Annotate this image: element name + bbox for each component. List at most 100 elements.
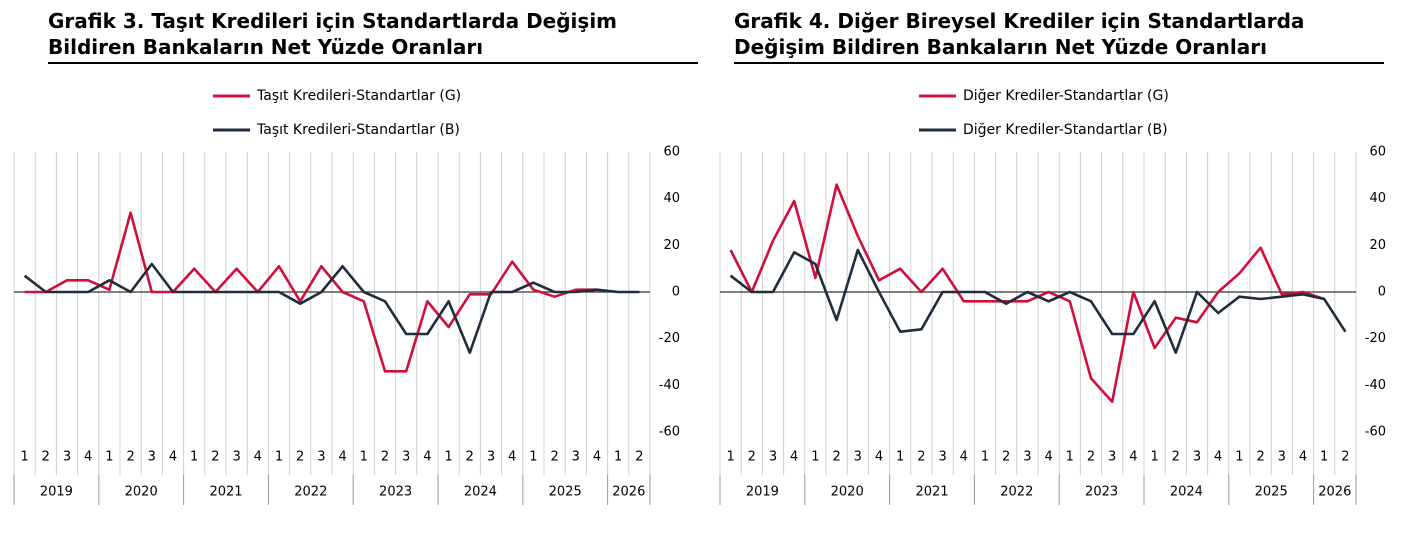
x-tick-label: 1 bbox=[275, 450, 283, 465]
x-group-label: 2024 bbox=[1170, 485, 1203, 500]
x-group-label: 2021 bbox=[209, 485, 242, 500]
y-tick-label: 60 bbox=[663, 145, 680, 160]
x-group-label: 2021 bbox=[915, 485, 948, 500]
x-tick-label: 2 bbox=[1002, 450, 1010, 465]
x-tick-label: 4 bbox=[790, 450, 798, 465]
x-tick-label: 1 bbox=[105, 450, 113, 465]
x-group-label: 2019 bbox=[746, 485, 779, 500]
x-tick-label: 3 bbox=[148, 450, 156, 465]
x-tick-label: 2 bbox=[917, 450, 925, 465]
x-tick-label: 1 bbox=[360, 450, 368, 465]
y-tick-label: 20 bbox=[663, 238, 680, 253]
legend-label: Diğer Krediler-Standartlar (B) bbox=[963, 122, 1168, 138]
x-group-label: 2020 bbox=[831, 485, 864, 500]
series-line bbox=[24, 211, 597, 373]
x-tick-label: 2 bbox=[296, 450, 304, 465]
y-tick-label: 60 bbox=[1369, 145, 1386, 160]
x-group-label: 2026 bbox=[612, 485, 645, 500]
x-group-label: 2026 bbox=[1318, 485, 1351, 500]
x-tick-label: 3 bbox=[938, 450, 946, 465]
x-tick-label: 3 bbox=[854, 450, 862, 465]
y-tick-label: 40 bbox=[663, 191, 680, 206]
x-tick-label: 1 bbox=[726, 450, 734, 465]
x-tick-label: 3 bbox=[487, 450, 495, 465]
legend-label: Taşıt Kredileri-Standartlar (B) bbox=[256, 122, 460, 138]
x-tick-label: 3 bbox=[402, 450, 410, 465]
x-tick-label: 2 bbox=[126, 450, 134, 465]
x-tick-label: 3 bbox=[769, 450, 777, 465]
x-tick-label: 2 bbox=[42, 450, 50, 465]
series-line bbox=[23, 262, 640, 354]
x-tick-label: 1 bbox=[1066, 450, 1074, 465]
y-tick-label: 0 bbox=[672, 285, 680, 300]
y-tick-label: -20 bbox=[659, 331, 680, 346]
x-tick-label: 3 bbox=[63, 450, 71, 465]
x-tick-label: 1 bbox=[1235, 450, 1243, 465]
y-tick-label: 20 bbox=[1369, 238, 1386, 253]
x-tick-label: 2 bbox=[1256, 450, 1264, 465]
x-tick-label: 1 bbox=[614, 450, 622, 465]
x-tick-label: 4 bbox=[1044, 450, 1052, 465]
series-line bbox=[729, 183, 1325, 403]
y-tick-label: -40 bbox=[1365, 378, 1386, 393]
y-tick-label: -60 bbox=[1365, 425, 1386, 440]
x-group-label: 2022 bbox=[1000, 485, 1033, 500]
x-tick-label: 1 bbox=[1320, 450, 1328, 465]
chart-title: Grafik 4. Diğer Bireysel Krediler için S… bbox=[734, 8, 1384, 64]
x-tick-label: 4 bbox=[254, 450, 262, 465]
x-tick-label: 3 bbox=[1108, 450, 1116, 465]
x-group-label: 2023 bbox=[379, 485, 412, 500]
x-tick-label: 1 bbox=[190, 450, 198, 465]
x-group-label: 2025 bbox=[1255, 485, 1288, 500]
x-tick-label: 3 bbox=[1193, 450, 1201, 465]
x-tick-label: 4 bbox=[508, 450, 516, 465]
y-tick-label: -20 bbox=[1365, 331, 1386, 346]
x-tick-label: 2 bbox=[1087, 450, 1095, 465]
x-tick-label: 2 bbox=[1341, 450, 1349, 465]
x-tick-label: 4 bbox=[875, 450, 883, 465]
x-tick-label: 3 bbox=[317, 450, 325, 465]
x-group-label: 2020 bbox=[125, 485, 158, 500]
x-tick-label: 1 bbox=[444, 450, 452, 465]
x-tick-label: 1 bbox=[981, 450, 989, 465]
x-group-label: 2023 bbox=[1085, 485, 1118, 500]
x-tick-label: 4 bbox=[423, 450, 431, 465]
x-tick-label: 1 bbox=[1150, 450, 1158, 465]
x-tick-label: 3 bbox=[1278, 450, 1286, 465]
x-tick-label: 2 bbox=[381, 450, 389, 465]
x-tick-label: 4 bbox=[1299, 450, 1307, 465]
x-tick-label: 1 bbox=[896, 450, 904, 465]
x-tick-label: 2 bbox=[635, 450, 643, 465]
x-tick-label: 4 bbox=[84, 450, 92, 465]
x-tick-label: 2 bbox=[1172, 450, 1180, 465]
legend-label: Taşıt Kredileri-Standartlar (G) bbox=[256, 88, 461, 104]
x-tick-label: 3 bbox=[232, 450, 240, 465]
x-group-label: 2024 bbox=[464, 485, 497, 500]
x-tick-label: 4 bbox=[338, 450, 346, 465]
x-tick-label: 4 bbox=[593, 450, 601, 465]
x-tick-label: 1 bbox=[529, 450, 537, 465]
x-group-label: 2025 bbox=[549, 485, 582, 500]
x-tick-label: 2 bbox=[211, 450, 219, 465]
y-tick-label: -40 bbox=[659, 378, 680, 393]
x-tick-label: 3 bbox=[1023, 450, 1031, 465]
y-tick-label: -60 bbox=[659, 425, 680, 440]
x-tick-label: 4 bbox=[960, 450, 968, 465]
x-tick-label: 2 bbox=[748, 450, 756, 465]
y-tick-label: 0 bbox=[1378, 285, 1386, 300]
x-tick-label: 4 bbox=[1214, 450, 1222, 465]
x-tick-label: 2 bbox=[466, 450, 474, 465]
chart-title: Grafik 3. Taşıt Kredileri için Standartl… bbox=[48, 8, 698, 64]
x-group-label: 2019 bbox=[40, 485, 73, 500]
x-tick-label: 3 bbox=[572, 450, 580, 465]
y-tick-label: 40 bbox=[1369, 191, 1386, 206]
series-line bbox=[729, 248, 1347, 354]
x-tick-label: 1 bbox=[20, 450, 28, 465]
legend-label: Diğer Krediler-Standartlar (G) bbox=[963, 88, 1169, 104]
x-tick-label: 2 bbox=[550, 450, 558, 465]
x-group-label: 2022 bbox=[294, 485, 327, 500]
x-tick-label: 2 bbox=[832, 450, 840, 465]
x-tick-label: 4 bbox=[169, 450, 177, 465]
